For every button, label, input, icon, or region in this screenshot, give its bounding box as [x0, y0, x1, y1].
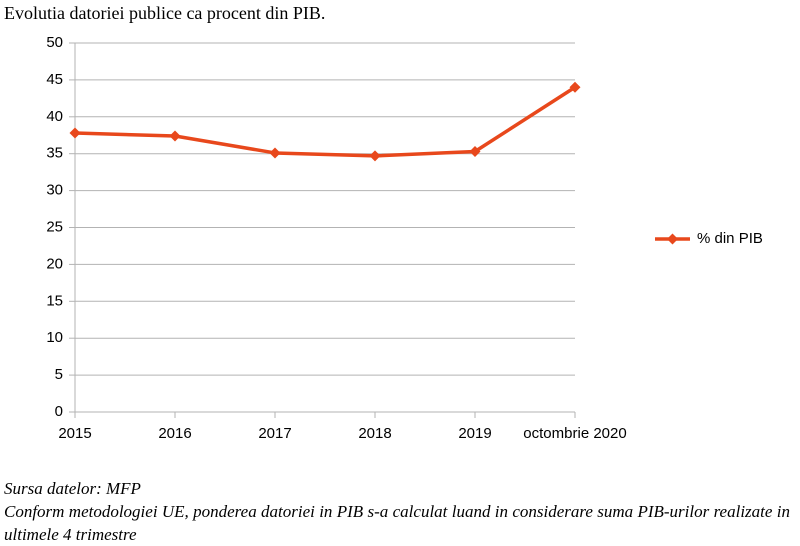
x-tick-label: 2017 — [258, 425, 291, 442]
data-point — [169, 130, 181, 142]
source: Sursa datelor: MFP — [4, 479, 141, 498]
y-tick-label: 0 — [55, 403, 63, 420]
notes: Sursa datelor: MFP Conform metodologiei … — [4, 477, 790, 546]
data-line — [74, 85, 576, 158]
y-tick-label: 40 — [46, 108, 63, 125]
data-point — [569, 81, 581, 93]
x-tick-label: octombrie 2020 — [523, 425, 626, 442]
x-tick-label: 2018 — [358, 425, 391, 442]
data-point — [69, 127, 81, 139]
legend-label: % din PIB — [697, 230, 763, 247]
x-tick-label: 2015 — [58, 425, 91, 442]
y-tick-label: 5 — [55, 366, 63, 383]
y-tick-label: 30 — [46, 182, 63, 199]
y-tick-label: 15 — [46, 292, 63, 309]
chart-title: Evolutia datoriei publice ca procent din… — [4, 3, 326, 23]
x-tick-label: 2016 — [158, 425, 191, 442]
x-tick-label: 2019 — [458, 425, 491, 442]
y-tick-label: 20 — [46, 255, 63, 272]
y-tick-label: 10 — [46, 329, 63, 346]
data-point — [369, 150, 381, 162]
y-tick-label: 50 — [46, 34, 63, 51]
data-point — [269, 147, 281, 159]
y-tick-label: 25 — [46, 218, 63, 235]
data-point — [469, 145, 481, 157]
note: Conform metodologiei UE, ponderea datori… — [4, 502, 790, 544]
legend-marker — [667, 233, 678, 245]
chart: 0 5 10 15 20 25 30 35 40 45 50 2015 2016 2017 2018 2019… — [46, 34, 763, 442]
y-tick-label: 45 — [46, 71, 63, 88]
y-tick-label: 35 — [46, 145, 63, 162]
